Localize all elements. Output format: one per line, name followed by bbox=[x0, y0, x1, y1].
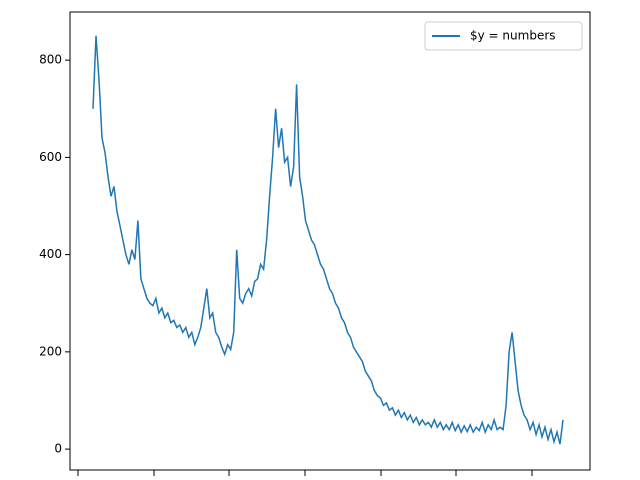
y-tick-label: 200 bbox=[39, 344, 62, 358]
axes-frame bbox=[69, 11, 591, 471]
data-line bbox=[92, 35, 564, 445]
y-tick-label: 400 bbox=[39, 247, 62, 261]
x-tick-marks bbox=[77, 470, 533, 476]
y-tick-label: 600 bbox=[39, 150, 62, 164]
y-tick-label: 0 bbox=[54, 442, 62, 456]
legend-label: $y = numbers bbox=[470, 29, 556, 43]
y-tick-label: 800 bbox=[39, 53, 62, 67]
legend-box bbox=[424, 21, 583, 51]
